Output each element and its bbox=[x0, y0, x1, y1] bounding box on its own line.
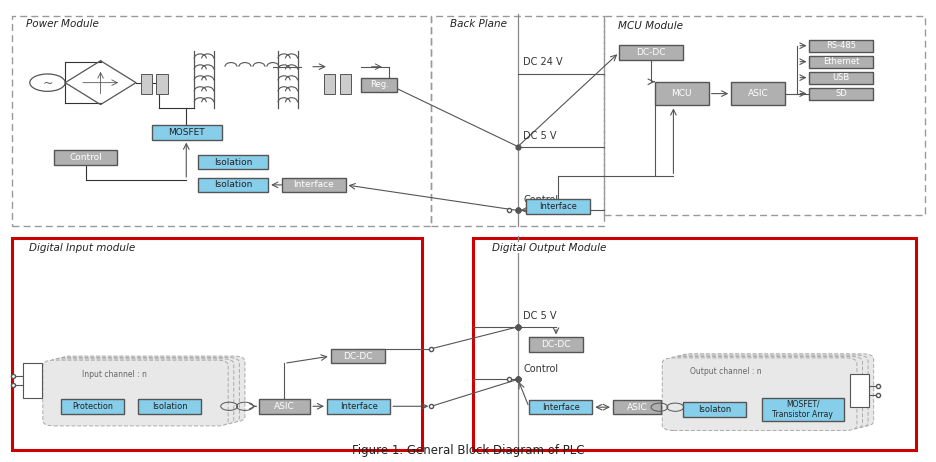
FancyBboxPatch shape bbox=[473, 238, 914, 450]
Text: Protection: Protection bbox=[72, 402, 112, 411]
Text: USB: USB bbox=[831, 73, 849, 82]
Text: DC 5 V: DC 5 V bbox=[523, 311, 556, 321]
Text: DC-DC: DC-DC bbox=[636, 48, 665, 57]
Text: Ethernet: Ethernet bbox=[822, 57, 858, 66]
FancyBboxPatch shape bbox=[156, 73, 168, 94]
Text: Control: Control bbox=[523, 364, 558, 374]
FancyBboxPatch shape bbox=[198, 177, 268, 192]
Text: ASIC: ASIC bbox=[274, 402, 295, 411]
Text: MCU: MCU bbox=[671, 89, 692, 98]
FancyBboxPatch shape bbox=[809, 56, 871, 67]
FancyBboxPatch shape bbox=[809, 88, 871, 99]
FancyBboxPatch shape bbox=[730, 82, 784, 105]
Text: DC 24 V: DC 24 V bbox=[523, 57, 563, 67]
FancyBboxPatch shape bbox=[529, 337, 582, 352]
FancyBboxPatch shape bbox=[152, 125, 222, 140]
Text: Control: Control bbox=[523, 195, 558, 205]
FancyBboxPatch shape bbox=[61, 399, 124, 413]
FancyBboxPatch shape bbox=[330, 349, 385, 364]
Text: RS-485: RS-485 bbox=[826, 41, 856, 50]
FancyBboxPatch shape bbox=[140, 73, 152, 94]
Text: Interface: Interface bbox=[293, 180, 334, 189]
Text: Power Module: Power Module bbox=[26, 19, 99, 29]
FancyBboxPatch shape bbox=[619, 45, 682, 60]
Text: Figure 1. General Block Diagram of PLC: Figure 1. General Block Diagram of PLC bbox=[352, 444, 584, 457]
Text: ASIC: ASIC bbox=[747, 89, 768, 98]
Text: MCU Module: MCU Module bbox=[617, 21, 681, 31]
Text: SD: SD bbox=[834, 89, 846, 98]
FancyBboxPatch shape bbox=[526, 199, 589, 213]
FancyBboxPatch shape bbox=[282, 177, 345, 192]
FancyBboxPatch shape bbox=[43, 360, 228, 426]
Text: ASIC: ASIC bbox=[626, 403, 647, 412]
FancyBboxPatch shape bbox=[809, 40, 871, 52]
Text: Interface: Interface bbox=[538, 201, 577, 211]
FancyBboxPatch shape bbox=[361, 78, 396, 92]
Text: Interface: Interface bbox=[339, 402, 377, 411]
FancyBboxPatch shape bbox=[682, 402, 745, 417]
FancyBboxPatch shape bbox=[662, 358, 856, 431]
Text: Input channel : n: Input channel : n bbox=[81, 370, 147, 379]
Text: Control: Control bbox=[69, 153, 102, 162]
FancyBboxPatch shape bbox=[49, 359, 233, 425]
Text: Interface: Interface bbox=[541, 403, 579, 412]
FancyBboxPatch shape bbox=[198, 155, 268, 170]
Text: Isolation: Isolation bbox=[214, 158, 252, 167]
FancyBboxPatch shape bbox=[529, 400, 592, 414]
FancyBboxPatch shape bbox=[23, 364, 42, 398]
FancyBboxPatch shape bbox=[667, 357, 861, 429]
FancyBboxPatch shape bbox=[12, 238, 421, 450]
Text: DC 5 V: DC 5 V bbox=[523, 131, 556, 140]
FancyBboxPatch shape bbox=[258, 399, 310, 413]
Text: Digital Output Module: Digital Output Module bbox=[491, 243, 606, 253]
FancyBboxPatch shape bbox=[54, 150, 117, 165]
FancyBboxPatch shape bbox=[327, 399, 389, 413]
Text: Output channel : n: Output channel : n bbox=[690, 366, 761, 376]
Text: Digital Input module: Digital Input module bbox=[29, 243, 135, 253]
Text: Reg.: Reg. bbox=[370, 80, 388, 90]
FancyBboxPatch shape bbox=[654, 82, 708, 105]
Text: MOSFET: MOSFET bbox=[168, 128, 205, 137]
Text: ~: ~ bbox=[42, 77, 52, 90]
Text: Back Plane: Back Plane bbox=[449, 19, 506, 29]
FancyBboxPatch shape bbox=[60, 356, 244, 422]
Text: Isolation: Isolation bbox=[152, 402, 187, 411]
FancyBboxPatch shape bbox=[850, 374, 868, 407]
FancyBboxPatch shape bbox=[809, 72, 871, 84]
FancyBboxPatch shape bbox=[761, 398, 843, 421]
FancyBboxPatch shape bbox=[54, 358, 239, 423]
FancyBboxPatch shape bbox=[324, 73, 335, 94]
FancyBboxPatch shape bbox=[340, 73, 351, 94]
Text: DC-DC: DC-DC bbox=[343, 352, 372, 360]
Text: Isolation: Isolation bbox=[214, 180, 252, 189]
FancyBboxPatch shape bbox=[673, 355, 867, 428]
FancyBboxPatch shape bbox=[679, 354, 872, 426]
Text: Isolaton: Isolaton bbox=[697, 405, 730, 414]
FancyBboxPatch shape bbox=[138, 399, 201, 413]
Text: DC-DC: DC-DC bbox=[541, 340, 570, 349]
FancyBboxPatch shape bbox=[612, 400, 661, 414]
Text: MOSFET/
Transistor Array: MOSFET/ Transistor Array bbox=[771, 400, 832, 419]
